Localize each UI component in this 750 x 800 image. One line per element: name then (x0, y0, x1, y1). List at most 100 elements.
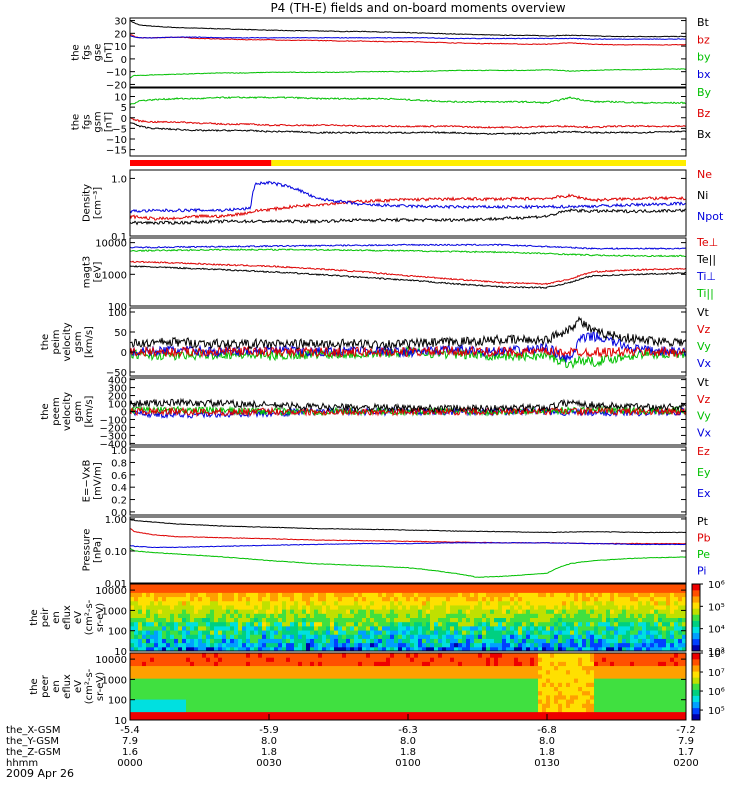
heatmap-cell (282, 699, 287, 704)
heatmap-cell (638, 686, 643, 692)
heatmap-cell (298, 596, 303, 602)
heatmap-cell (334, 588, 339, 593)
heatmap-cell (282, 634, 287, 639)
heatmap-cell (522, 694, 527, 700)
heatmap-cell (210, 646, 215, 652)
heatmap-cell (646, 621, 651, 627)
heatmap-cell (270, 669, 275, 675)
heatmap-cell (610, 703, 615, 708)
heatmap-cell (650, 669, 655, 675)
heatmap-cell (682, 613, 687, 618)
heatmap-cell (230, 682, 235, 687)
heatmap-cell (362, 682, 367, 687)
heatmap-cell (178, 669, 183, 675)
heatmap-cell (618, 678, 623, 683)
heatmap-cell (134, 630, 139, 635)
heatmap-cell (406, 621, 411, 627)
heatmap-cell (674, 682, 679, 687)
heatmap-cell (634, 584, 639, 589)
colorbar-step (692, 584, 700, 591)
heatmap-cell (674, 592, 679, 598)
heatmap-cell (426, 604, 431, 610)
heatmap-cell (138, 707, 143, 713)
heatmap-cell (278, 669, 283, 675)
heatmap-cell (238, 661, 243, 667)
heatmap-cell (162, 596, 167, 602)
heatmap-cell (318, 707, 323, 713)
heatmap-cell (186, 600, 191, 606)
heatmap-cell (342, 584, 347, 589)
heatmap-cell (678, 613, 683, 618)
heatmap-cell (534, 609, 539, 614)
heatmap-cell (170, 678, 175, 683)
heatmap-cell (442, 665, 447, 671)
heatmap-cell (658, 653, 663, 658)
heatmap-cell (618, 694, 623, 700)
heatmap-cell (242, 646, 247, 652)
heatmap-cell (146, 665, 151, 671)
heatmap-cell (562, 657, 567, 662)
heatmap-cell (134, 661, 139, 667)
heatmap-cell (490, 699, 495, 704)
heatmap-cell (554, 613, 559, 618)
heatmap-cell (630, 715, 635, 721)
heatmap-cell (318, 653, 323, 658)
heatmap-cell (526, 617, 531, 623)
heatmap-cell (670, 609, 675, 614)
heatmap-cell (490, 634, 495, 639)
heatmap-cell (386, 584, 391, 589)
heatmap-cell (674, 634, 679, 639)
heatmap-cell (174, 604, 179, 610)
heatmap-cell (670, 646, 675, 652)
heatmap-cell (278, 630, 283, 635)
heatmap-cell (590, 694, 595, 700)
heatmap-cell (638, 682, 643, 687)
heatmap-cell (326, 703, 331, 708)
heatmap-cell (214, 613, 219, 618)
y-tick-label: 50 (114, 328, 127, 339)
heatmap-cell (430, 617, 435, 623)
heatmap-cell (266, 686, 271, 692)
heatmap-cell (166, 661, 171, 667)
heatmap-cell (546, 634, 551, 639)
heatmap-cell (182, 699, 187, 704)
heatmap-cell (198, 600, 203, 606)
heatmap-cell (366, 653, 371, 658)
heatmap-cell (154, 596, 159, 602)
heatmap-cell (222, 673, 227, 679)
heatmap-cell (390, 686, 395, 692)
heatmap-cell (502, 673, 507, 679)
heatmap-cell (478, 657, 483, 662)
heatmap-cell (446, 665, 451, 671)
heatmap-cell (342, 621, 347, 627)
heatmap-cell (478, 630, 483, 635)
heatmap-cell (358, 682, 363, 687)
heatmap-cell (226, 653, 231, 658)
heatmap-cell (638, 592, 643, 598)
heatmap-cell (226, 699, 231, 704)
series-line-npot (129, 180, 687, 214)
heatmap-cell (182, 600, 187, 606)
heatmap-cell (478, 642, 483, 648)
heatmap-cell (206, 661, 211, 667)
heatmap-cell (614, 690, 619, 696)
heatmap-cell (566, 621, 571, 627)
heatmap-cell (566, 588, 571, 593)
heatmap-cell (582, 694, 587, 700)
heatmap-cell (658, 707, 663, 713)
heatmap-cell (394, 642, 399, 648)
heatmap-cell (602, 621, 607, 627)
heatmap-cell (378, 617, 383, 623)
heatmap-cell (394, 609, 399, 614)
heatmap-cell (510, 584, 515, 589)
heatmap-cell (362, 669, 367, 675)
heatmap-cell (258, 711, 263, 717)
heatmap-cell (318, 657, 323, 662)
heatmap-cell (282, 665, 287, 671)
heatmap-cell (134, 621, 139, 627)
heatmap-cell (186, 715, 191, 721)
heatmap-cell (626, 694, 631, 700)
